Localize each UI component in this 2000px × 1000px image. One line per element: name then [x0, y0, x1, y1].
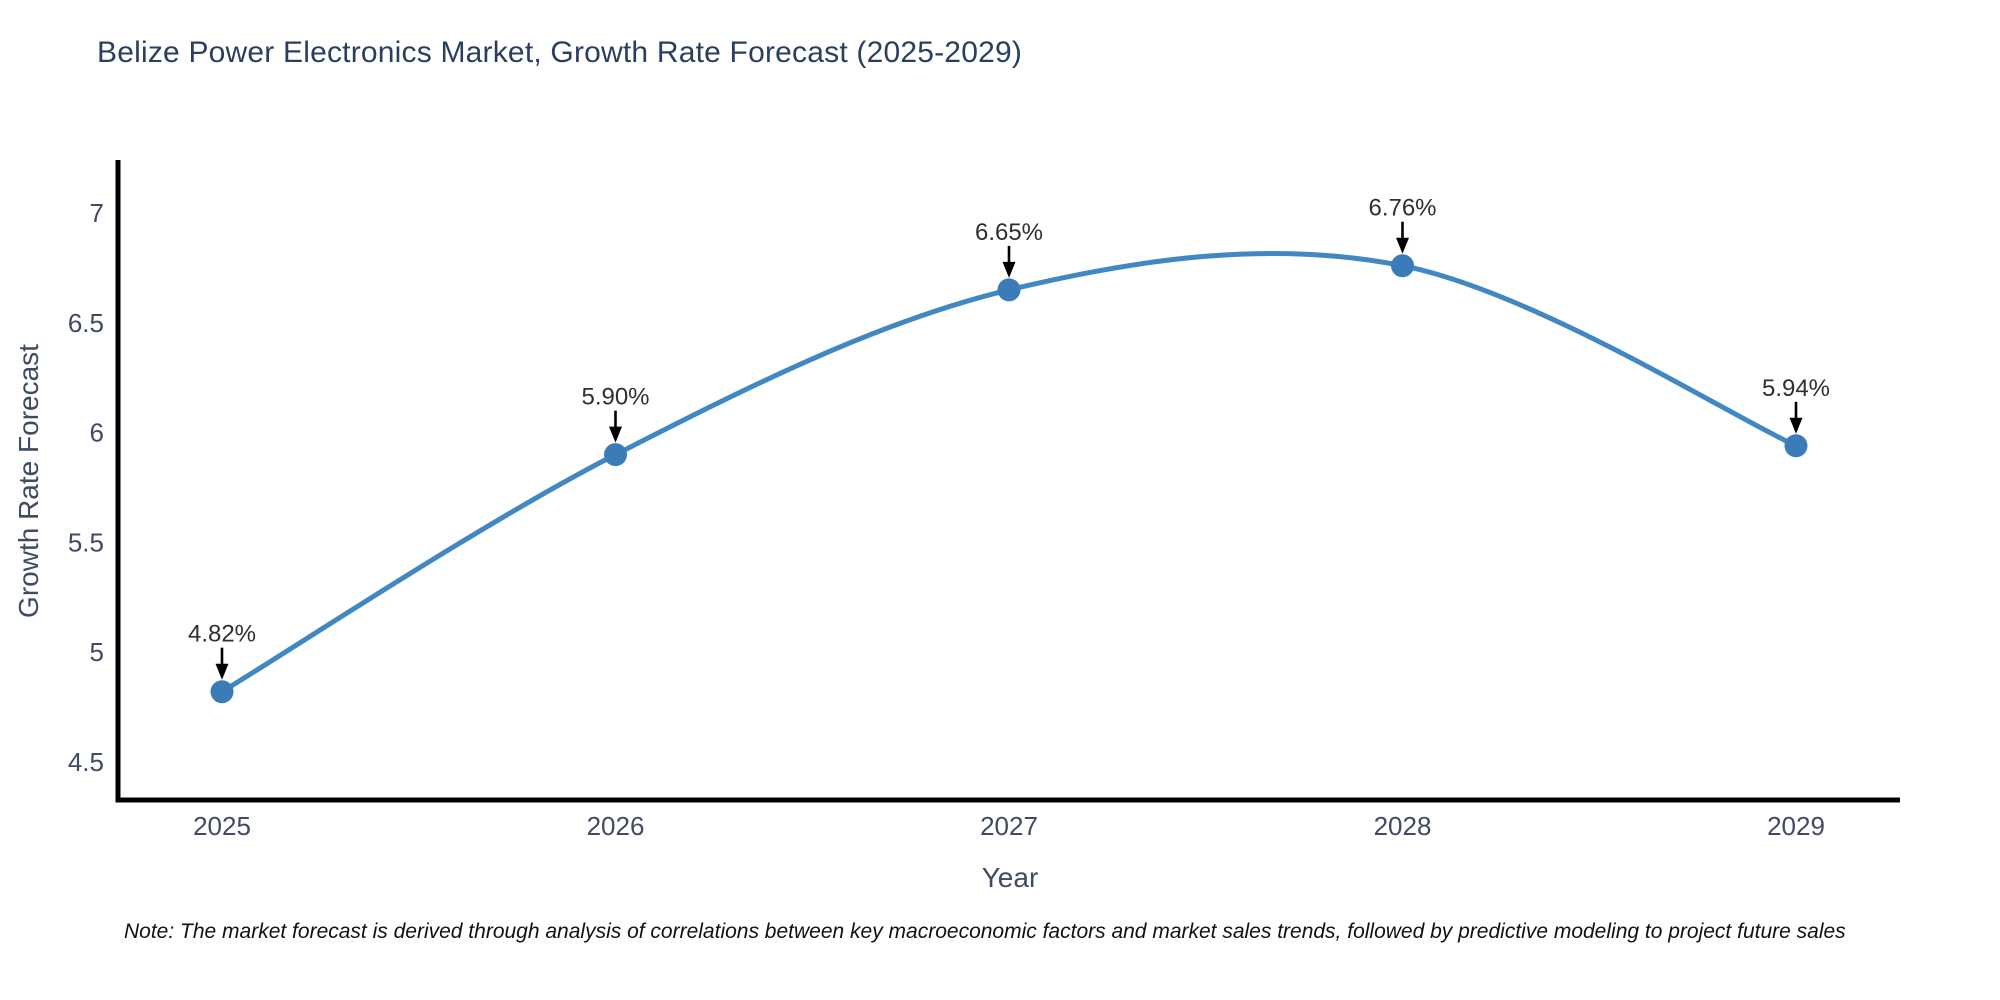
y-axis-tick-label: 7 — [90, 198, 104, 228]
data-point-marker — [997, 278, 1021, 302]
series-line — [219, 250, 1799, 695]
annotation-arrowhead-icon — [1789, 417, 1803, 434]
x-axis-tick-label: 2027 — [980, 811, 1038, 841]
series-markers — [210, 254, 1808, 704]
y-axis-tick-label: 5 — [90, 637, 104, 667]
x-axis-tick-label: 2026 — [587, 811, 645, 841]
point-value-label: 4.82% — [188, 621, 256, 648]
annotation-arrowhead-icon — [1396, 237, 1409, 254]
chart-title: Belize Power Electronics Market, Growth … — [97, 36, 1023, 69]
y-axis-tick-label: 6.5 — [68, 308, 104, 338]
y-axis-tick-labels: 7 6.5 6 5.5 5 4.5 — [68, 198, 104, 777]
data-point-marker — [604, 443, 627, 467]
data-point-marker — [1391, 254, 1414, 278]
data-point-marker — [1784, 434, 1808, 458]
x-axis-tick-label: 2029 — [1767, 811, 1825, 841]
point-annotations: 4.82% 5.90% 6.65% 6.76% 5.94% — [188, 195, 1830, 680]
x-axis-title: Year — [982, 862, 1039, 893]
point-value-label: 5.94% — [1762, 375, 1830, 402]
y-axis-tick-label: 6 — [90, 418, 104, 448]
footnote: Note: The market forecast is derived thr… — [124, 920, 1846, 943]
y-axis-tick-label: 4.5 — [68, 747, 104, 777]
data-point-marker — [210, 680, 234, 704]
y-axis-tick-label: 5.5 — [68, 527, 104, 557]
point-value-label: 6.65% — [975, 219, 1043, 246]
point-value-label: 6.76% — [1368, 195, 1436, 222]
y-axis-title: Growth Rate Forecast — [13, 344, 44, 618]
annotation-arrowhead-icon — [1002, 261, 1016, 278]
x-axis-tick-label: 2028 — [1374, 811, 1432, 841]
point-value-label: 5.90% — [581, 384, 649, 411]
x-axis-tick-labels: 2025 2026 2027 2028 2029 — [193, 811, 1825, 841]
x-axis-tick-label: 2025 — [193, 811, 251, 841]
axes — [115, 160, 1900, 803]
annotation-arrowhead-icon — [215, 663, 229, 680]
trend-line — [219, 250, 1799, 695]
annotation-arrowhead-icon — [609, 426, 622, 443]
